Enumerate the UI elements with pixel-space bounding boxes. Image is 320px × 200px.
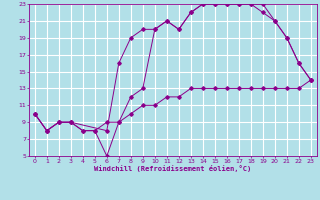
X-axis label: Windchill (Refroidissement éolien,°C): Windchill (Refroidissement éolien,°C)	[94, 165, 252, 172]
